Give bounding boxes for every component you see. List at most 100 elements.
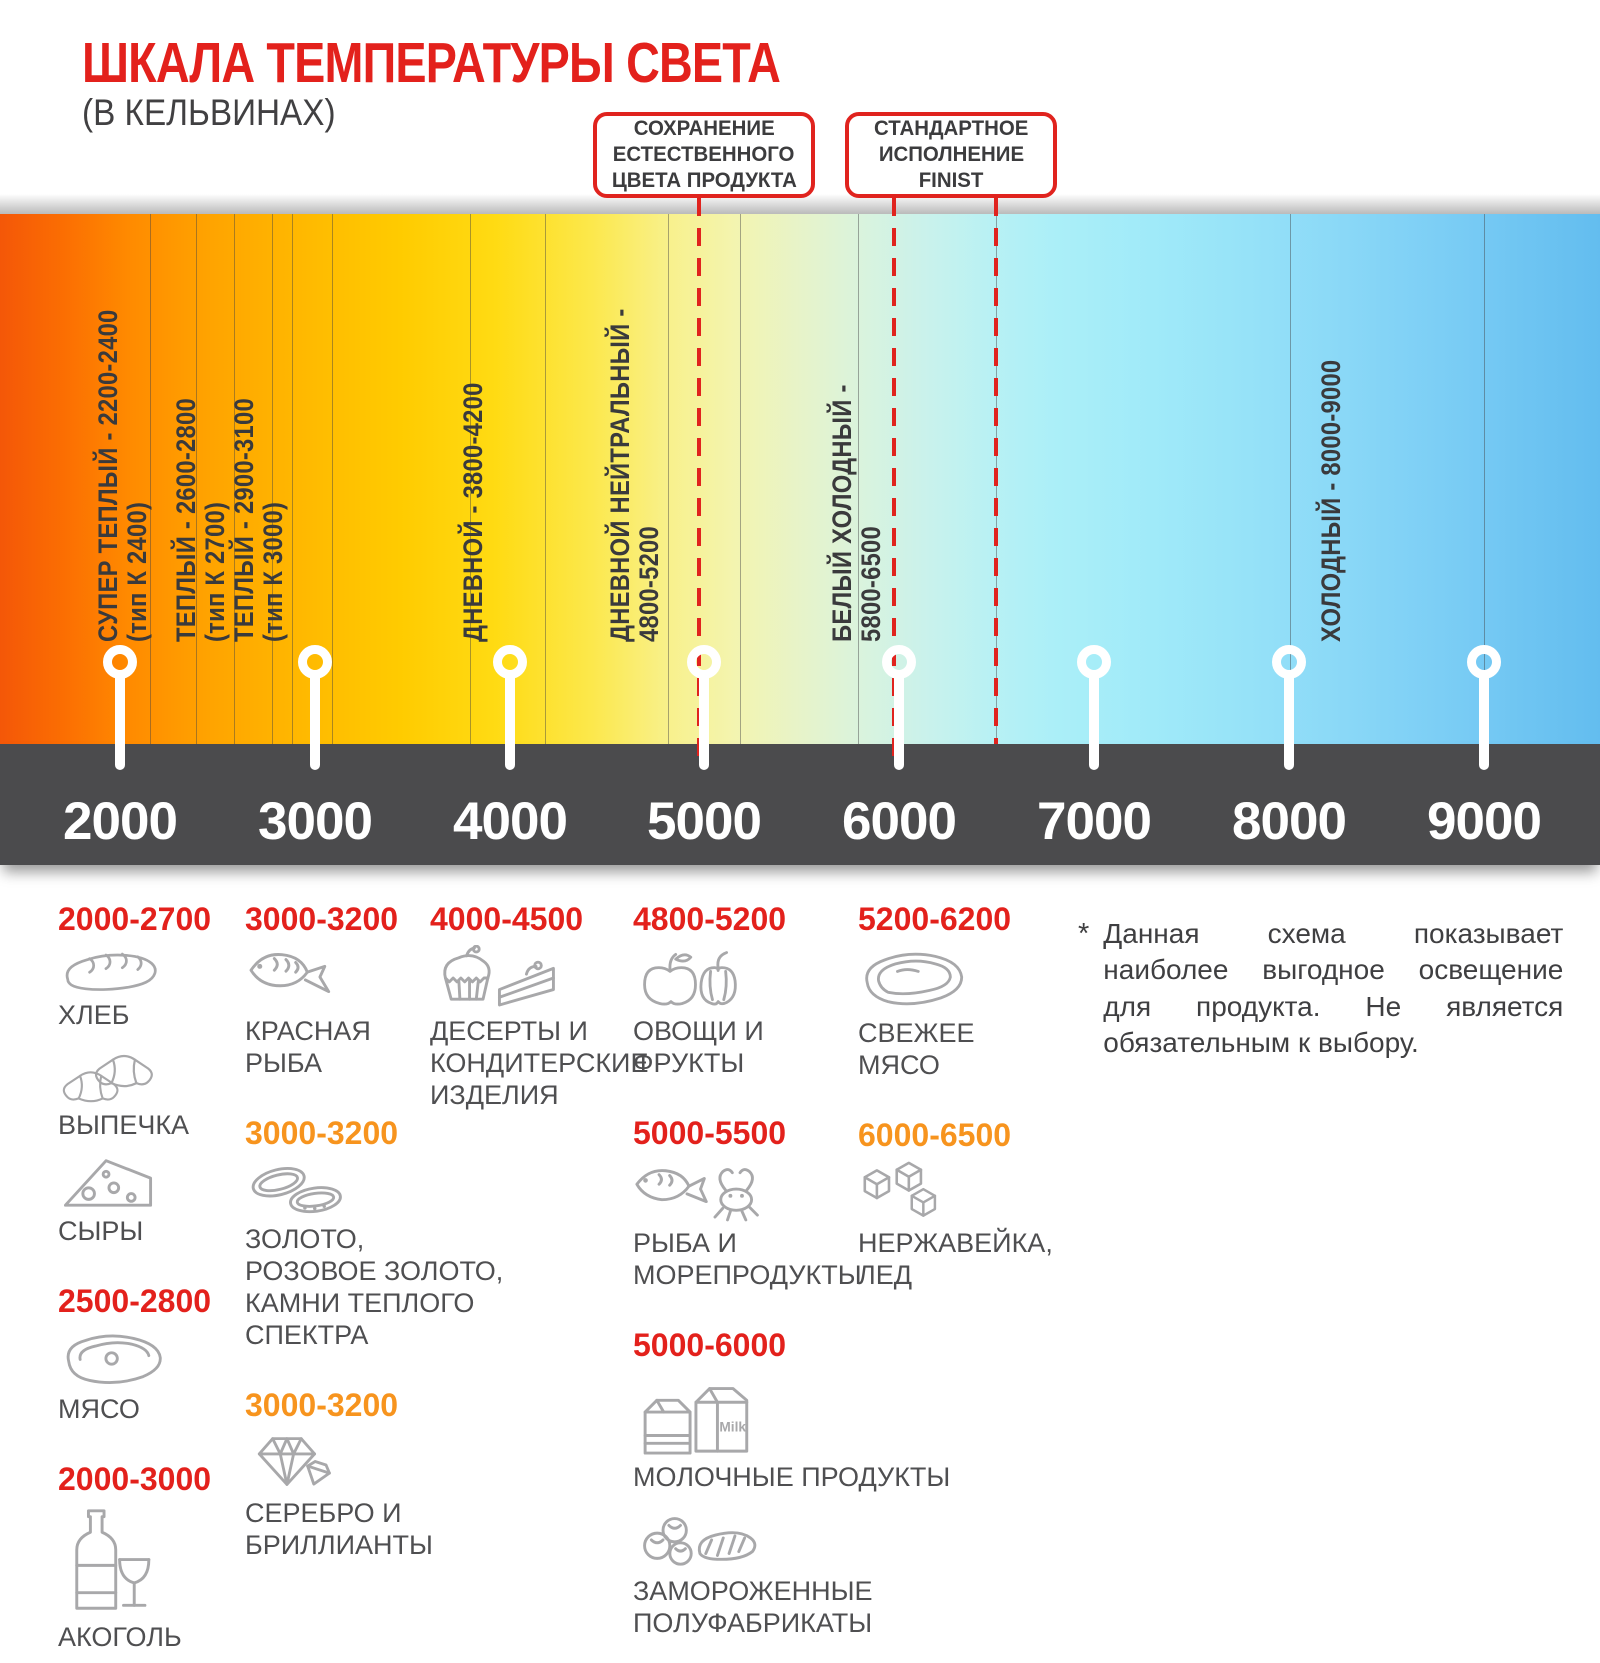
footnote-asterisk: * (1078, 918, 1090, 950)
milk-icon: Milk (633, 1371, 933, 1457)
bread-icon (58, 945, 258, 995)
band-label-cool-white: БЕЛЫЙ ХОЛОДНЫЙ - 5800-6500 (827, 384, 886, 642)
pin-marker-6000 (882, 645, 916, 679)
category-label: КРАСНАЯ РЫБА (245, 1016, 371, 1078)
category-column-5: 5200-6200 СВЕЖЕЕ МЯСО 6000-6500 (858, 903, 1088, 1301)
pin-marker-9000 (1467, 645, 1501, 679)
pin-stem-8000 (1284, 675, 1294, 770)
dashed-guide-6000 (892, 198, 896, 766)
band-boundary-line (196, 214, 197, 744)
category-label: СЕРЕБРО И БРИЛЛИАНТЫ (245, 1498, 433, 1560)
fresh-meat-icon (858, 945, 1088, 1013)
range-heading: 5200-6200 (858, 901, 1012, 937)
band-boundary-line (740, 214, 741, 744)
page-subtitle: (В КЕЛЬВИНАХ) (82, 92, 336, 133)
axis-tick-9000: 9000 (1427, 792, 1542, 851)
range-heading: 2000-2700 (58, 901, 212, 937)
category-label: ЗОЛОТО, РОЗОВОЕ ЗОЛОТО, КАМНИ ТЕПЛОГО СП… (245, 1224, 504, 1350)
category-column-2: 3000-3200 КРАСНАЯ РЫБА 3000-3200 ЗОЛОТО,… (245, 901, 504, 1571)
range-heading: 3000-3200 (245, 1115, 399, 1151)
band-boundary-line (470, 214, 471, 744)
band-boundary-line (858, 214, 859, 744)
category-label: ДЕСЕРТЫ И КОНДИТЕРСКИЕ ИЗДЕЛИЯ (430, 1016, 649, 1110)
pin-marker-3000 (298, 645, 332, 679)
fish-icon (245, 945, 495, 1011)
band-boundary-line (1484, 214, 1485, 744)
band-label-daylight: ДНЕВНОЙ - 3800-4200 (458, 382, 488, 642)
category-label: СВЕЖЕЕ МЯСО (858, 1018, 975, 1080)
dashed-guide-6500 (994, 198, 998, 744)
category-label: ХЛЕБ (58, 1000, 130, 1030)
callout-line: ЦВЕТА ПРОДУКТА (611, 167, 797, 192)
page-title: ШКАЛА ТЕМПЕРАТУРЫ СВЕТА (82, 31, 781, 95)
pin-marker-4000 (493, 645, 527, 679)
range-heading: 4800-5200 (633, 901, 787, 937)
pin-stem-9000 (1479, 675, 1489, 770)
range-heading: 2500-2800 (58, 1283, 212, 1319)
pin-stem-6000 (894, 675, 904, 770)
callout-line: СТАНДАРТНОЕ (873, 116, 1029, 141)
category-column-3: 4000-4500 ДЕСЕРТЫ И КОНДИТЕРСКИЕ ИЗДЕЛИЯ (430, 903, 670, 1121)
range-heading: 3000-3200 (245, 901, 399, 937)
axis-tick-7000: 7000 (1037, 792, 1152, 851)
diamond-icon (245, 1431, 495, 1493)
meat-icon (58, 1327, 258, 1389)
croissant-icon (58, 1041, 258, 1105)
range-heading: 4000-4500 (430, 901, 584, 937)
callout-finist-standard: СТАНДАРТНОЕ ИСПОЛНЕНИЕ FINIST (845, 112, 1057, 198)
category-label: НЕРЖАВЕЙКА, ЛЕД (858, 1228, 1053, 1290)
band-boundary-line (150, 214, 151, 744)
category-label: МОЛОЧНЫЕ ПРОДУКТЫ (633, 1462, 951, 1492)
pin-marker-5000 (687, 645, 721, 679)
category-label: СЫРЫ (58, 1216, 144, 1246)
cheese-icon (58, 1151, 258, 1211)
category-label: ОВОЩИ И ФРУКТЫ (633, 1016, 764, 1078)
axis-tick-6000: 6000 (842, 792, 957, 851)
category-label: МЯСО (58, 1394, 140, 1424)
band-label-warm-3000: ТЕПЛЫЙ - 2900-3100 (тип К 3000) (229, 398, 288, 642)
callout-line: ЕСТЕСТВЕННОГО (613, 142, 795, 167)
range-heading: 3000-3200 (245, 1387, 399, 1423)
range-heading: 2000-3000 (58, 1461, 212, 1497)
category-label: ВЫПЕЧКА (58, 1110, 190, 1140)
color-temperature-gradient: СУПЕР ТЕПЛЫЙ - 2200-2400 (тип К 2400) ТЕ… (0, 214, 1600, 744)
gold-rings-icon (245, 1159, 495, 1219)
pin-stem-7000 (1089, 675, 1099, 770)
frozen-food-icon (633, 1503, 933, 1571)
category-label: ЗАМОРОЖЕННЫЕ ПОЛУФАБРИКАТЫ (633, 1576, 873, 1638)
pin-stem-4000 (505, 675, 515, 770)
band-label-daylight-neutral: ДНЕВНОЙ НЕЙТРАЛЬНЫЙ - 4800-5200 (605, 308, 664, 642)
band-label-super-warm: СУПЕР ТЕПЛЫЙ - 2200-2400 (тип К 2400) (93, 309, 152, 642)
axis-tick-3000: 3000 (258, 792, 373, 851)
callout-line: FINIST (918, 167, 984, 192)
axis-tick-2000: 2000 (63, 792, 178, 851)
desserts-icon (430, 945, 670, 1011)
category-label: РЫБА И МОРЕПРОДУКТЫ (633, 1228, 862, 1290)
pin-marker-8000 (1272, 645, 1306, 679)
pin-stem-2000 (115, 675, 125, 770)
pin-stem-3000 (310, 675, 320, 770)
callout-line: СОХРАНЕНИЕ (633, 116, 775, 141)
band-boundary-line (272, 214, 273, 744)
band-boundary-line (668, 214, 669, 744)
seafood-icon (633, 1159, 933, 1223)
callout-natural-color: СОХРАНЕНИЕ ЕСТЕСТВЕННОГО ЦВЕТА ПРОДУКТА (593, 112, 815, 198)
gradient-top-shadow (0, 194, 1600, 214)
axis-tick-8000: 8000 (1232, 792, 1347, 851)
band-boundary-line (545, 214, 546, 744)
range-heading: 6000-6500 (858, 1117, 1012, 1153)
range-heading: 5000-5500 (633, 1115, 787, 1151)
pin-stem-5000 (699, 675, 709, 770)
band-label-warm-2700: ТЕПЛЫЙ - 2600-2800 (тип К 2700) (171, 398, 230, 642)
axis-tick-4000: 4000 (453, 792, 568, 851)
category-label: АКОГОЛЬ (58, 1622, 182, 1652)
band-boundary-line (1290, 214, 1291, 744)
band-boundary-line (292, 214, 293, 744)
axis-tick-5000: 5000 (647, 792, 762, 851)
vegetables-icon (633, 945, 933, 1011)
category-column-1: 2000-2700 ХЛЕБ ВЫПЕЧКА (58, 903, 258, 1663)
band-label-cold: ХОЛОДНЫЙ - 8000-9000 (1316, 359, 1346, 642)
ice-cubes-icon (858, 1161, 1088, 1223)
callout-line: ИСПОЛНЕНИЕ (878, 142, 1024, 167)
footnote: * Данная схема показывает наиболее выгод… (1078, 916, 1583, 1062)
